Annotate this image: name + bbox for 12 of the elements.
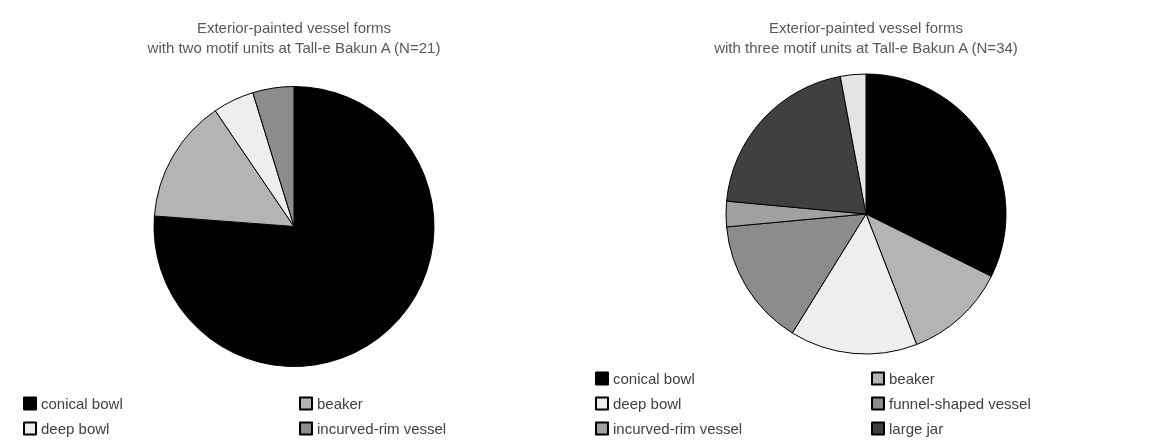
chart-title: Exterior-painted vessel forms with three motif units at Tall-e Bakun A (N=34) (713, 18, 1018, 56)
legend-label: deep bowl (41, 420, 110, 437)
legend-label: incurved-rim vessel (613, 420, 743, 437)
legend-label: conical bowl (41, 395, 123, 412)
legend-label: incurved-rim vessel (317, 420, 447, 437)
legend-label: deep bowl (613, 395, 682, 412)
legend-label: conical bowl (613, 370, 695, 387)
legend-label: large jar (889, 420, 944, 437)
legend-label: funnel-shaped vessel (889, 395, 1031, 412)
chart-title: Exterior-painted vessel forms with two motif units at Tall-e Bakun A (N=21) (146, 18, 441, 56)
legend-label: beaker (317, 395, 363, 412)
legend-label: beaker (889, 370, 935, 387)
